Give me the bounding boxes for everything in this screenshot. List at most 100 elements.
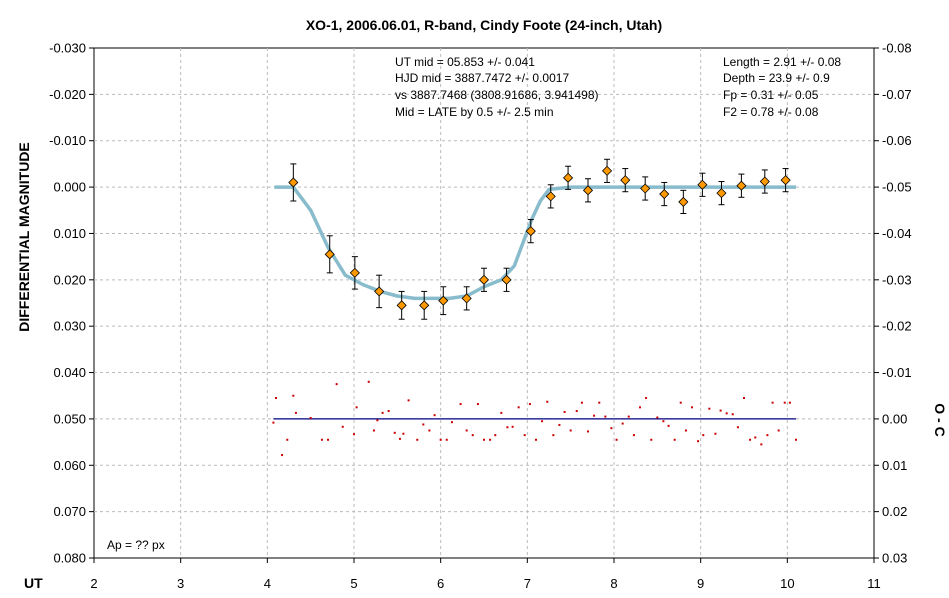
residual-point	[754, 436, 757, 439]
residual-point	[445, 438, 448, 441]
data-point	[478, 267, 490, 292]
residual-point	[697, 440, 700, 443]
chart-title: XO-1, 2006.06.01, R-band, Cindy Foote (2…	[306, 17, 662, 33]
y-tick-label: 0.050	[53, 411, 86, 426]
residual-point	[387, 410, 390, 413]
residual-point	[494, 434, 497, 437]
x-axis: 2 3 4 5 6 7 8 9 10 11	[90, 558, 881, 591]
residual-point	[450, 421, 453, 424]
residual-point	[327, 438, 329, 441]
residual-point	[541, 420, 544, 423]
y2-tick-label: -0.02	[882, 319, 912, 334]
y2-tick-label: 0.01	[882, 458, 907, 473]
residual-point	[483, 438, 485, 441]
residual-point	[783, 401, 786, 404]
data-point	[759, 169, 770, 194]
residual-point	[552, 434, 555, 437]
data-point	[438, 286, 449, 316]
residual-point	[598, 401, 601, 404]
residual-point	[569, 429, 572, 432]
residual-point	[580, 401, 583, 404]
point-marker	[716, 188, 727, 199]
point-marker	[396, 300, 407, 311]
point-marker	[736, 180, 747, 191]
x-tick-label: 4	[264, 576, 271, 591]
point-marker	[374, 286, 385, 297]
residual-point	[587, 430, 589, 433]
residual-point	[459, 403, 462, 406]
residual-point	[353, 433, 355, 436]
annotation-hjd-mid: HJD mid = 3887.7472 +/- 0.0017	[395, 71, 569, 85]
residual-point	[341, 425, 344, 428]
y-axis-left: -0.030 -0.020 -0.010 0.000 0.010 0.020 0.030 0.…	[49, 41, 94, 566]
y-tick-label: -0.010	[49, 133, 86, 148]
residual-point	[766, 434, 769, 437]
residual-point	[407, 399, 410, 402]
data-point	[563, 165, 574, 190]
y-tick-label: 0.010	[53, 226, 86, 241]
residual-point	[743, 397, 745, 400]
fit-results-center: UT mid = 05.853 +/- 0.041 HJD mid = 3887…	[395, 55, 599, 119]
residual-point	[506, 426, 509, 429]
residual-point	[281, 454, 284, 457]
y2-tick-label: -0.03	[882, 272, 912, 287]
residual-point	[749, 438, 752, 441]
x-tick-label: 7	[524, 576, 531, 591]
data-point	[324, 235, 335, 274]
residual-point	[292, 394, 295, 397]
residual-point	[320, 438, 323, 441]
residual-point	[428, 429, 431, 432]
y-tick-label: 0.020	[53, 272, 86, 287]
residual-point	[760, 443, 763, 446]
data-point	[678, 189, 689, 215]
data-point	[780, 168, 791, 193]
residual-point	[272, 421, 275, 424]
residual-point	[355, 406, 358, 409]
point-marker	[419, 300, 430, 311]
point-marker	[582, 185, 594, 196]
residual-point	[593, 414, 596, 417]
y-axis-right: -0.08 -0.07 -0.06 -0.05 -0.04 -0.03 -0.02 -0.01…	[874, 41, 912, 566]
annotation-fp: Fp = 0.31 +/- 0.05	[723, 88, 819, 102]
point-marker	[697, 179, 708, 190]
residual-point	[275, 397, 277, 400]
residual-point	[398, 437, 401, 440]
data-point	[501, 267, 512, 292]
point-marker	[461, 293, 472, 304]
residual-point	[422, 423, 425, 426]
y-tick-label: -0.020	[49, 87, 86, 102]
residual-point	[376, 419, 379, 422]
y2-tick-label: -0.07	[882, 87, 912, 102]
residual-point	[708, 407, 711, 410]
residual-point	[381, 411, 384, 414]
y2-tick-label: -0.06	[882, 133, 912, 148]
residual-point	[335, 383, 338, 386]
residual-point	[546, 400, 549, 403]
residual-point	[563, 410, 566, 413]
data-point	[419, 290, 430, 320]
residual-point	[367, 380, 370, 383]
annotation-f2: F2 = 0.78 +/- 0.08	[723, 105, 819, 119]
residual-point	[402, 432, 405, 435]
point-marker	[780, 175, 791, 186]
residual-point	[523, 434, 526, 437]
residual-point	[416, 438, 419, 441]
x-tick-label: 3	[177, 576, 184, 591]
residual-point	[528, 403, 531, 406]
data-point	[697, 172, 708, 197]
point-marker	[438, 295, 449, 306]
annotation-ephemeris: vs 3887.7468 (3808.91686, 3.941498)	[395, 88, 599, 102]
residual-point	[684, 429, 687, 432]
x-tick-label: 5	[350, 576, 357, 591]
point-marker	[640, 183, 651, 194]
data-point	[396, 290, 407, 320]
point-marker	[602, 165, 613, 176]
residual-point	[645, 397, 648, 400]
annotation-ut-mid: UT mid = 05.853 +/- 0.041	[395, 55, 535, 69]
y-tick-label: 0.080	[53, 551, 86, 566]
data-point	[349, 256, 360, 290]
x-tick-label: 6	[437, 576, 444, 591]
residual-point	[558, 423, 561, 426]
residual-point	[667, 424, 670, 427]
data-points-layer	[288, 158, 791, 320]
